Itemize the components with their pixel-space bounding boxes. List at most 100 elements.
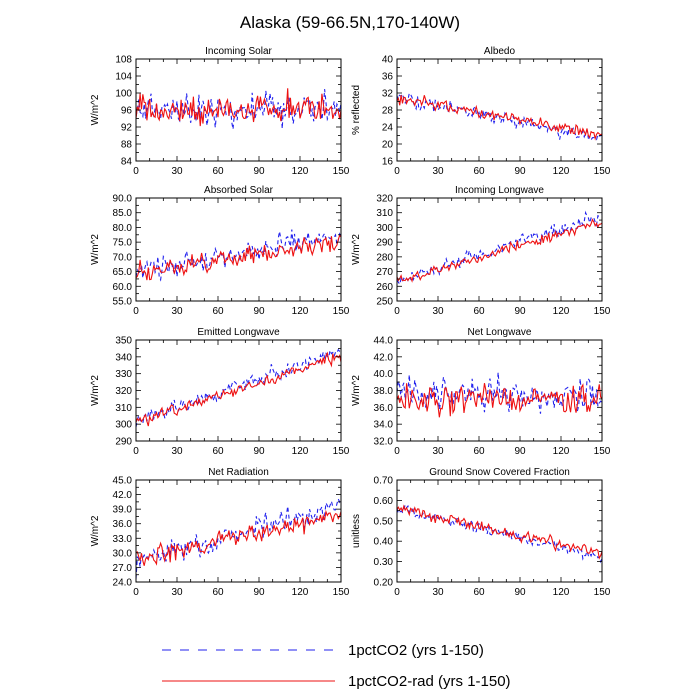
legend-label-1pctco2: 1pctCO2 (yrs 1-150) [348,642,484,659]
x-tick-label: 30 [432,306,444,317]
y-tick-label: 290 [115,437,132,448]
x-tick-label: 0 [133,587,139,598]
x-tick-label: 150 [333,587,350,598]
panel-incoming-longwave: Incoming Longwave W/m^2 0 30 60 90 120 150 250 26… [351,185,611,317]
x-tick-label: 150 [594,446,611,457]
y-tick-label: 350 [115,336,132,347]
legend-label-1pctco2-rad: 1pctCO2-rad (yrs 1-150) [348,673,511,690]
y-tick-label: 38.0 [374,386,394,397]
panel-title: Incoming Longwave [455,185,544,196]
y-tick-label: 108 [115,55,132,66]
x-tick-label: 60 [473,446,485,457]
x-tick-label: 120 [553,446,570,457]
y-tick-label: 39.0 [113,505,133,516]
y-axis-label: W/m^2 [90,234,101,265]
y-tick-label: 32.0 [374,437,394,448]
y-tick-label: 42.0 [374,352,394,363]
y-tick-label: 0.20 [374,578,394,589]
y-tick-label: 36 [382,72,394,83]
panel-title: Emitted Longwave [197,327,280,338]
y-tick-label: 75.0 [113,238,133,249]
x-tick-label: 150 [333,166,350,177]
series-line-1pctco2-rad [397,94,602,141]
series-line-1pctco2 [136,229,341,282]
y-tick-label: 65.0 [113,267,133,278]
y-tick-label: 27.0 [113,563,133,574]
y-tick-label: 44.0 [374,336,394,347]
x-tick-label: 150 [333,306,350,317]
y-tick-label: 300 [115,420,132,431]
y-tick-label: 0.70 [374,476,394,487]
x-tick-label: 30 [171,446,183,457]
y-tick-label: 20 [382,140,394,151]
x-tick-label: 0 [394,306,400,317]
panel-absorbed-solar: Absorbed Solar W/m^2 0 30 60 90 120 150 55.0 60.0… [90,185,350,317]
legend: 1pctCO2 (yrs 1-150) 1pctCO2-rad (yrs 1-1… [162,642,511,690]
x-tick-label: 0 [394,446,400,457]
x-tick-label: 30 [171,166,183,177]
y-axis-label: unitless [351,514,362,548]
series-line-1pctco2 [136,348,341,428]
y-tick-label: 36.0 [113,519,133,530]
y-tick-label: 280 [376,252,393,263]
panel-grid: Incoming Solar W/m^2 0 30 60 90 120 150 84 88 92 96… [90,46,611,598]
x-tick-label: 0 [133,306,139,317]
y-tick-label: 70.0 [113,252,133,263]
x-tick-label: 30 [432,587,444,598]
y-tick-label: 30.0 [113,548,133,559]
plot-frame [135,479,342,583]
y-tick-label: 55.0 [113,297,133,308]
y-tick-label: 40 [382,55,394,66]
x-tick-label: 120 [292,166,309,177]
x-tick-label: 0 [133,166,139,177]
x-tick-label: 60 [212,587,224,598]
y-tick-label: 45.0 [113,476,133,487]
x-tick-label: 30 [432,446,444,457]
y-tick-label: 104 [115,72,132,83]
panel-net-longwave: Net Longwave W/m^2 0 30 60 90 120 150 32.0 34.0 36… [351,327,611,457]
y-tick-label: 100 [115,89,132,100]
x-tick-label: 150 [333,446,350,457]
x-tick-label: 120 [292,306,309,317]
y-tick-label: 32 [382,89,394,100]
x-tick-label: 60 [212,306,224,317]
plot-frame [396,479,603,583]
x-tick-label: 150 [594,587,611,598]
x-tick-label: 90 [514,587,526,598]
y-tick-label: 36.0 [374,403,394,414]
x-tick-label: 90 [253,166,265,177]
y-tick-label: 84 [121,157,133,168]
x-tick-label: 90 [514,166,526,177]
y-tick-label: 310 [115,403,132,414]
panel-albedo: Albedo % reflected 0 30 60 90 120 150 16 20 24 28 32… [351,46,611,177]
x-tick-label: 60 [473,166,485,177]
plot-frame [135,339,342,442]
x-tick-label: 150 [594,306,611,317]
y-tick-label: 290 [376,238,393,249]
y-tick-label: 300 [376,223,393,234]
y-tick-label: 260 [376,282,393,293]
panel-incoming-solar: Incoming Solar W/m^2 0 30 60 90 120 150 84 88 92 96… [90,46,350,177]
y-axis-label: % reflected [351,85,362,135]
y-tick-label: 330 [115,369,132,380]
y-tick-label: 92 [121,123,133,134]
panel-ground-snow-covered-fraction: Ground Snow Covered Fraction unitless 0 30 6… [351,467,611,598]
series-line-1pctco2-rad [397,218,602,283]
x-tick-label: 30 [171,306,183,317]
series-line-1pctco2-rad [397,383,602,418]
x-tick-label: 0 [394,587,400,598]
y-tick-label: 96 [121,106,133,117]
figure-title: Alaska (59-66.5N,170-140W) [240,13,460,32]
y-tick-label: 85.0 [113,208,133,219]
x-tick-label: 60 [473,587,485,598]
x-tick-label: 60 [473,306,485,317]
series-line-1pctco2 [397,372,602,414]
x-tick-label: 90 [514,446,526,457]
y-tick-label: 0.60 [374,496,394,507]
panel-title: Absorbed Solar [204,185,274,196]
series-line-1pctco2-rad [136,88,341,127]
y-axis-label: W/m^2 [90,94,101,125]
panel-net-radiation: Net Radiation W/m^2 0 30 60 90 120 150 24.0 27.0 3… [90,467,350,598]
x-tick-label: 90 [253,587,265,598]
series-line-1pctco2-rad [397,504,602,560]
